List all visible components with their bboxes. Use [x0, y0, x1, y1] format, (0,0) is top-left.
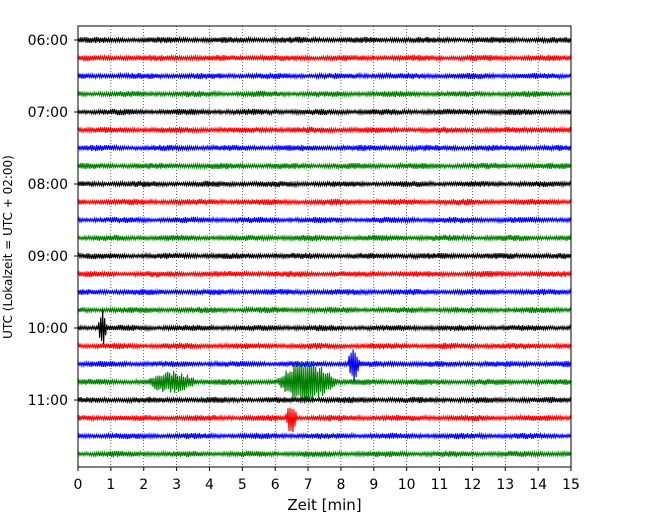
trace-10:00: [77, 309, 572, 345]
trace-06:30: [77, 71, 572, 81]
plot-frame: [77, 25, 572, 468]
y-tick-label: 07:00: [28, 105, 68, 121]
x-tick-label: 6: [271, 477, 280, 493]
trace-11:45: [77, 449, 572, 459]
y-tick-label: 06:00: [28, 33, 68, 49]
x-axis-label: Zeit [min]: [287, 496, 361, 514]
trace-10:15: [77, 341, 572, 351]
x-tick-label: 8: [336, 477, 345, 493]
x-tick-label: 15: [562, 477, 580, 493]
x-tick-label: 13: [496, 477, 514, 493]
trace-10:45: [77, 361, 572, 404]
trace-11:30: [77, 431, 572, 441]
x-tick-label: 7: [304, 477, 313, 493]
y-axis-ticks: 06:00 07:00 08:00 09:00 10:00 11:00: [28, 33, 78, 409]
trace-07:45: [77, 161, 572, 171]
y-tick-label: 08:00: [28, 177, 68, 193]
trace-06:15: [77, 53, 572, 63]
y-axis-label: UTC (Lokalzeit = UTC + 02:00): [1, 155, 15, 339]
x-tick-label: 5: [238, 477, 247, 493]
x-axis-ticks: 0 1 2 3 4 5 6 7 8 9 10 11 12 13 14 15: [74, 467, 580, 493]
x-tick-label: 1: [106, 477, 115, 493]
y-tick-label: 11:00: [28, 393, 68, 409]
x-tick-label: 12: [463, 477, 481, 493]
trace-11:00: [77, 395, 572, 405]
x-tick-label: 0: [74, 477, 83, 493]
trace-08:45: [77, 233, 572, 243]
x-tick-label: 3: [172, 477, 181, 493]
x-tick-label: 9: [369, 477, 378, 493]
x-tick-label: 2: [139, 477, 148, 493]
trace-08:15: [77, 197, 572, 207]
y-tick-label: 09:00: [28, 249, 68, 265]
x-tick-label: 14: [529, 477, 547, 493]
trace-09:30: [77, 287, 572, 297]
trace-10:30: [77, 349, 572, 382]
trace-06:00: [77, 35, 572, 45]
trace-09:15: [77, 269, 572, 279]
trace-06:45: [77, 89, 572, 99]
trace-09:00: [77, 251, 572, 261]
trace-09:45: [77, 305, 572, 315]
trace-08:00: [77, 179, 572, 189]
y-tick-label: 10:00: [28, 321, 68, 337]
trace-07:15: [77, 125, 572, 135]
trace-11:15: [77, 407, 572, 433]
x-tick-label: 11: [431, 477, 449, 493]
trace-07:00: [77, 107, 572, 117]
seismic-traces: [77, 35, 572, 459]
x-tick-label: 4: [205, 477, 214, 493]
trace-07:30: [77, 143, 572, 153]
trace-08:30: [77, 215, 572, 225]
x-tick-label: 10: [398, 477, 416, 493]
